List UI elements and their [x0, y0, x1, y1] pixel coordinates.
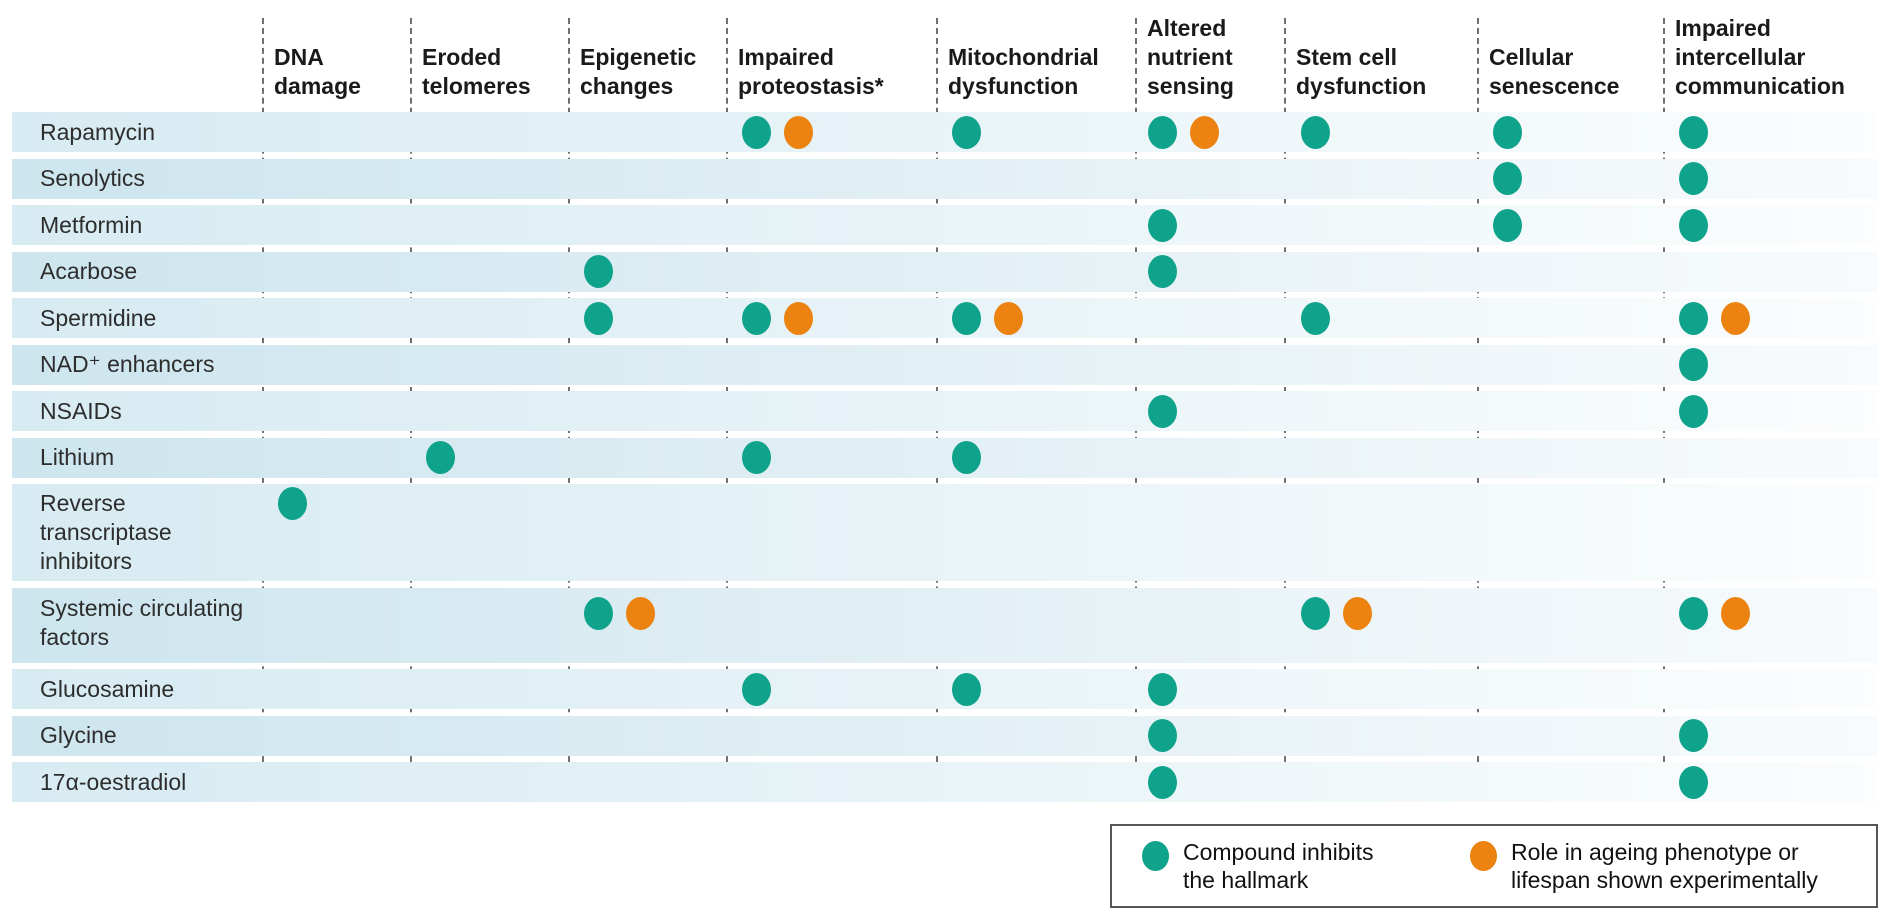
table-row-senolytics: Senolytics	[12, 158, 1878, 199]
teal-dot-icon	[1142, 841, 1169, 871]
column-header-mitochondrial-dysfunction: Mitochondrial dysfunction	[948, 44, 1099, 99]
matrix-cell	[1132, 588, 1285, 597]
legend-label: Role in ageing phenotype or lifespan sho…	[1511, 839, 1818, 893]
matrix-cell	[1132, 116, 1285, 149]
row-label: Spermidine	[40, 304, 157, 331]
matrix-cell	[1477, 162, 1663, 195]
matrix-cell	[1285, 116, 1477, 149]
matrix-cell	[1477, 209, 1663, 242]
matrix-cell	[936, 302, 1132, 335]
matrix-cell	[1477, 484, 1663, 487]
row-label: Glycine	[40, 722, 117, 748]
matrix-cell	[1132, 719, 1285, 752]
matrix-cell	[1663, 395, 1878, 428]
matrix-cell	[1663, 484, 1878, 487]
matrix-cell	[410, 441, 568, 474]
legend-label: Compound inhibits the hallmark	[1183, 839, 1374, 893]
column-header-altered-nutrient-sensing: Altered nutrient sensing	[1147, 15, 1234, 99]
matrix-cell	[726, 441, 936, 474]
column-header-impaired-intercellular-communication: Impaired intercellular communication	[1675, 15, 1845, 99]
matrix-cell	[726, 484, 936, 487]
row-label: Glucosamine	[40, 675, 175, 702]
matrix-cell	[1132, 673, 1285, 706]
matrix-cell	[936, 441, 1132, 474]
column-headers: DNA damage Eroded telomeres Epigenetic c…	[0, 0, 1893, 103]
row-label: Lithium	[40, 444, 115, 470]
orange-dot-icon	[1470, 841, 1497, 871]
row-label: Systemic circulating factors	[40, 594, 244, 650]
matrix-cell	[1663, 719, 1878, 752]
legend-item-inhibits: Compound inhibits the hallmark	[1142, 838, 1408, 894]
row-label: Metformin	[40, 211, 143, 238]
matrix-cell	[1477, 116, 1663, 149]
matrix-cell	[1663, 162, 1878, 195]
legend-box: Compound inhibits the hallmark Role in a…	[1110, 824, 1878, 908]
matrix-cell	[1663, 348, 1878, 381]
row-label: Rapamycin	[40, 118, 156, 145]
matrix-cell	[1663, 209, 1878, 242]
matrix-cell	[1663, 116, 1878, 149]
matrix-cell	[1477, 588, 1663, 597]
row-label: NSAIDs	[40, 397, 122, 424]
matrix-cell	[936, 673, 1132, 706]
row-label: Acarbose	[40, 258, 138, 284]
matrix-cell	[1132, 484, 1285, 487]
matrix-cell	[1132, 255, 1285, 288]
table-row-spermidine: Spermidine	[12, 298, 1878, 338]
matrix-cell	[1132, 209, 1285, 242]
row-label: Senolytics	[40, 165, 145, 191]
table-row-reverse-transcriptase-inhibitors: Reverse transcriptase inhibitors	[12, 484, 1878, 581]
column-header-cellular-senescence: Cellular senescence	[1489, 44, 1620, 99]
table-row-glucosamine: Glucosamine	[12, 669, 1878, 709]
column-header-stem-cell-dysfunction: Stem cell dysfunction	[1296, 44, 1427, 99]
table-row-systemic-circulating-factors: Systemic circulating factors	[12, 587, 1878, 663]
column-header-epigenetic-changes: Epigenetic changes	[580, 44, 697, 99]
matrix-cell	[1132, 766, 1285, 799]
table-row-lithium: Lithium	[12, 437, 1878, 478]
matrix-rows: Rapamycin Senolytics Metformin	[12, 112, 1878, 809]
matrix-cell	[936, 484, 1132, 487]
matrix-cell	[936, 588, 1132, 597]
column-header-dna-damage: DNA damage	[274, 44, 361, 99]
matrix-cell	[936, 116, 1132, 149]
table-row-nsaids: NSAIDs	[12, 391, 1878, 431]
row-label: Reverse transcriptase inhibitors	[40, 490, 172, 574]
matrix-cell	[1132, 395, 1285, 428]
matrix-cell	[568, 588, 726, 630]
matrix-cell	[1663, 588, 1878, 630]
matrix-cell	[1663, 302, 1878, 335]
row-label: 17α-oestradiol	[40, 768, 187, 795]
matrix-cell	[726, 673, 936, 706]
table-row-glycine: Glycine	[12, 715, 1878, 756]
table-row-rapamycin: Rapamycin	[12, 112, 1878, 152]
column-header-eroded-telomeres: Eroded telomeres	[422, 44, 531, 99]
matrix-cell	[726, 302, 936, 335]
matrix-cell	[1285, 484, 1477, 487]
matrix-cell	[726, 588, 936, 597]
matrix-cell	[568, 484, 726, 487]
table-row-metformin: Metformin	[12, 205, 1878, 245]
matrix-cell	[1285, 588, 1477, 630]
matrix-cell	[1285, 302, 1477, 335]
matrix-cell	[262, 484, 410, 520]
matrix-cell	[410, 484, 568, 487]
matrix-cell	[568, 255, 726, 288]
matrix-cell	[1663, 766, 1878, 799]
table-row-acarbose: Acarbose	[12, 251, 1878, 292]
legend-item-experimental: Role in ageing phenotype or lifespan sho…	[1470, 838, 1881, 894]
matrix-cell	[726, 116, 936, 149]
matrix-cell	[262, 588, 410, 597]
matrix-cell	[568, 302, 726, 335]
table-row-17a-oestradiol: 17α-oestradiol	[12, 762, 1878, 802]
row-label: NAD⁺ enhancers	[40, 351, 215, 377]
column-header-impaired-proteostasis: Impaired proteostasis*	[738, 44, 884, 99]
table-row-nad-enhancers: NAD⁺ enhancers	[12, 344, 1878, 385]
matrix-cell	[410, 588, 568, 597]
